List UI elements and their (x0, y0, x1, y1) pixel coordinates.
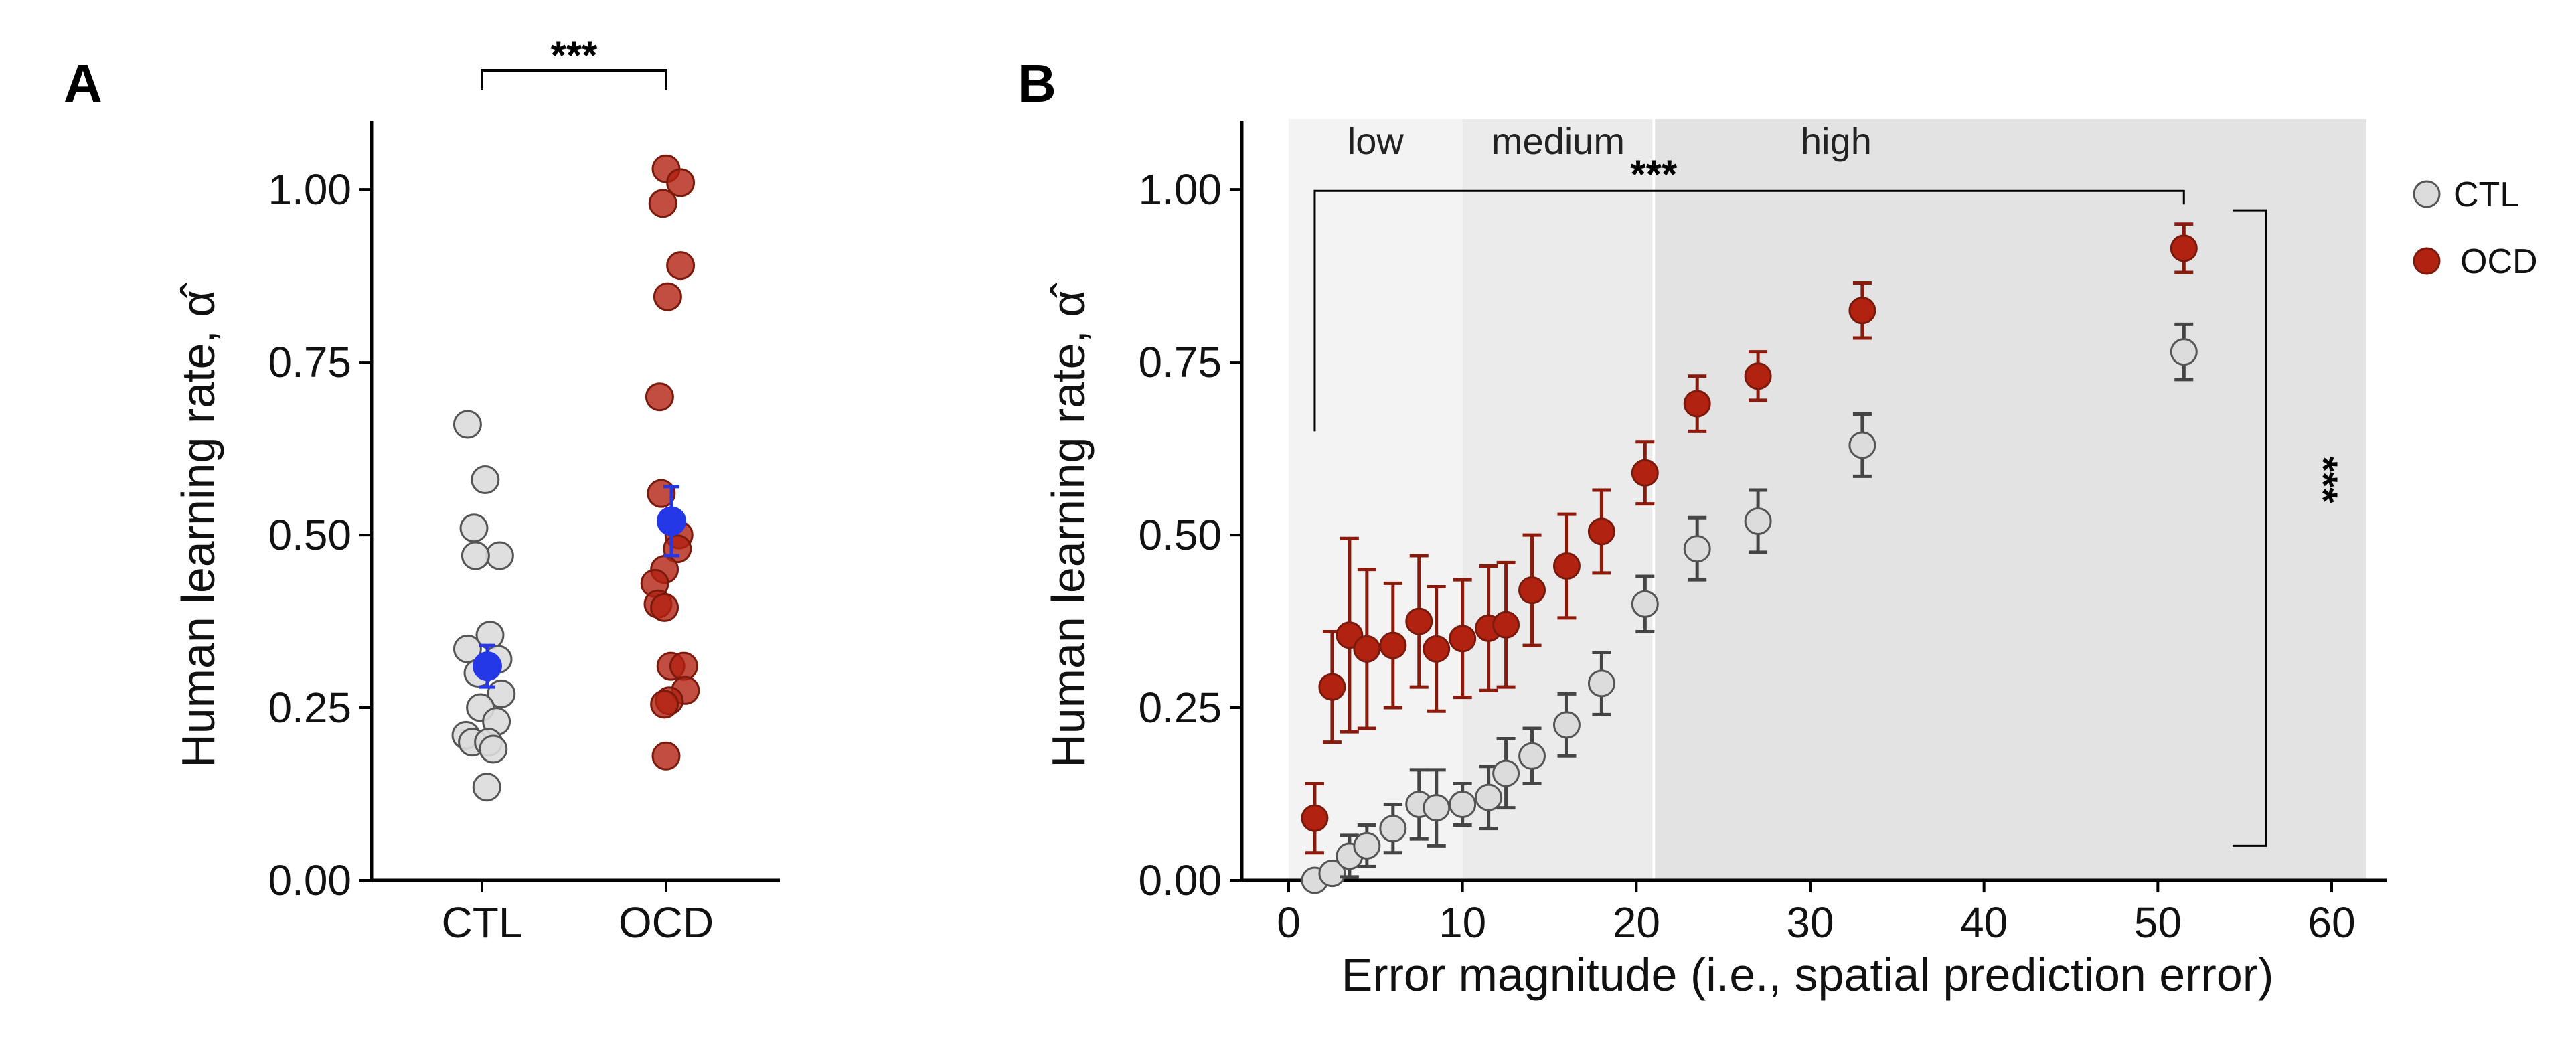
panel-b-point-ctl (1848, 431, 1876, 459)
panel-b-significance-label-vertical: *** (2301, 457, 2346, 504)
panel-a-point-ocd (666, 251, 696, 281)
panel-a-point-ocd (645, 382, 674, 412)
panel-b-point-ctl (1683, 535, 1711, 563)
panel-b-band-label-high: high (1801, 120, 1872, 162)
panel-b-point-ctl (1423, 794, 1451, 822)
panel-b-ytick-label: 1.00 (1138, 165, 1222, 214)
panel-b-points (1301, 222, 2198, 894)
panel-a-point-ocd (653, 282, 682, 311)
panel-b-point-ocd (1518, 576, 1546, 605)
panel-b-xtick-label: 10 (1439, 898, 1486, 947)
panel-a-point-ctl (485, 541, 514, 570)
panel-b-point-ctl (1492, 759, 1520, 787)
panel-a-point-ocd (650, 690, 679, 719)
panel-a-point-ctl (471, 465, 500, 495)
panel-b-point-ctl (1353, 831, 1381, 860)
panel-b-point-ocd (1587, 517, 1615, 546)
panel-b-ytick-label: 0.25 (1138, 684, 1222, 732)
panel-b-xtick-label: 40 (1960, 898, 2008, 947)
panel-a-ytick-label: 0.00 (268, 856, 351, 904)
panel-b-point-ocd (1492, 611, 1520, 639)
panel-b-point-ocd (1848, 297, 1876, 325)
panel-b-band-label-medium: medium (1492, 120, 1625, 162)
panel-b-point-ocd (1744, 362, 1772, 390)
panel-b-bands: low medium high (1289, 119, 2366, 880)
panel-a-ytick-label: 0.25 (268, 684, 351, 732)
panel-b-significance-bracket-horizontal (1313, 189, 2185, 432)
panel-b-point-ocd (1449, 625, 1477, 653)
panel-b-point-ctl (1379, 815, 1407, 843)
panel-b-point-ctl (1518, 742, 1546, 770)
panel-b-axes: 0.00 0.25 0.50 0.75 1.00 0 10 20 30 40 50 60 *** *** (1138, 121, 2387, 947)
panel-a-points (451, 154, 700, 802)
panel-b-point-ctl (1449, 791, 1477, 818)
panel-a-ytick-label: 1.00 (268, 165, 351, 214)
panel-b-significance-label-horizontal: *** (1630, 152, 1678, 197)
panel-a: A 0.00 0.25 0.50 0.75 1.00 CTL OCD *** Human le… (64, 33, 780, 947)
panel-b-significance-bracket-vertical (2233, 209, 2267, 847)
panel-b-point-ocd (1405, 607, 1433, 635)
legend-label-ctl: CTL (2453, 175, 2519, 214)
panel-b-point-ocd (1683, 390, 1711, 418)
panel-a-mean-point (657, 506, 686, 536)
panel-a-mean-point (473, 651, 502, 682)
panel-b-legend: CTL OCD (2413, 175, 2538, 281)
panel-a-point-ctl (472, 773, 501, 802)
panel-b-point-ocd (1423, 635, 1451, 663)
panel-a-point-ctl (453, 634, 482, 663)
panel-a-xtick-label: CTL (442, 898, 523, 947)
panel-b-point-ctl (1552, 711, 1581, 739)
legend-label-ocd: OCD (2460, 242, 2538, 281)
panel-b: B low medium high 0.00 0.25 0.50 0.75 1.00 0 10 2… (1018, 54, 2538, 1001)
legend-marker-ocd (2413, 247, 2441, 275)
panel-a-point-ocd (651, 741, 681, 771)
panel-b-point-ctl (1318, 860, 1346, 888)
panel-b-ytick-label: 0.75 (1138, 338, 1222, 386)
panel-a-ytick-label: 0.75 (268, 338, 351, 386)
panel-b-xtick-label: 20 (1613, 898, 1660, 947)
panel-b-xtick-label: 50 (2134, 898, 2182, 947)
panel-b-point-ctl (1475, 783, 1503, 811)
panel-b-xlabel: Error magnitude (i.e., spatial predictio… (1342, 949, 2274, 1001)
panel-b-ytick-label: 0.50 (1138, 511, 1222, 559)
panel-b-point-ocd (1631, 459, 1659, 487)
panel-b-ylabel: Human learning rate, α̂ (1042, 282, 1095, 768)
panel-a-point-ctl (479, 734, 508, 764)
panel-b-point-ctl (1744, 507, 1772, 535)
panel-b-ytick-label: 0.00 (1138, 856, 1222, 904)
panel-a-point-ocd (650, 592, 679, 622)
panel-b-xtick-label: 0 (1277, 898, 1301, 947)
panel-b-xtick-label: 60 (2308, 898, 2355, 947)
panel-a-point-ocd (666, 168, 696, 197)
panel-b-band-high (1654, 119, 2366, 880)
panel-b-point-ocd (2170, 234, 2198, 262)
panel-a-axes: 0.00 0.25 0.50 0.75 1.00 CTL OCD *** (268, 33, 780, 947)
panel-b-band-label-low: low (1348, 120, 1404, 162)
legend-marker-ctl (2413, 180, 2441, 208)
panel-a-ylabel: Human learning rate, α̂ (172, 282, 224, 768)
panel-b-point-ocd (1301, 804, 1329, 832)
panel-b-point-ctl (2170, 338, 2198, 366)
panel-a-point-ctl (461, 541, 490, 570)
panel-b-xtick-label: 30 (1786, 898, 1834, 947)
panel-a-point-ocd (648, 189, 677, 218)
panel-b-label: B (1018, 54, 1056, 113)
panel-a-point-ctl (459, 513, 489, 543)
panel-a-point-ocd (669, 651, 698, 681)
panel-b-point-ocd (1379, 631, 1407, 659)
panel-b-point-ctl (1631, 590, 1659, 618)
panel-a-point-ctl (453, 410, 482, 439)
panel-b-point-ocd (1353, 635, 1381, 663)
panel-a-significance-bracket (481, 69, 667, 90)
panel-a-xtick-label: OCD (619, 898, 714, 947)
panel-b-point-ocd (1552, 552, 1581, 580)
panel-a-label: A (64, 54, 102, 113)
panel-b-point-ocd (1318, 673, 1346, 701)
panel-a-significance-label: *** (550, 33, 598, 78)
panel-b-band-medium (1462, 119, 1654, 880)
panel-b-point-ctl (1587, 669, 1615, 698)
panel-a-ytick-label: 0.50 (268, 511, 351, 559)
panel-b-band-low (1289, 119, 1463, 880)
